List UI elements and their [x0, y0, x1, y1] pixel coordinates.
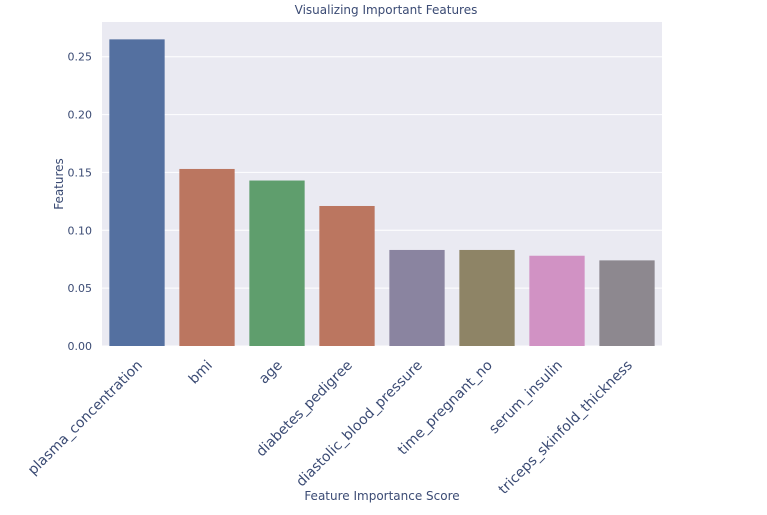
y-axis-label: Features: [52, 158, 66, 210]
x-tick-label: age: [256, 358, 286, 388]
x-axis-label: Feature Importance Score: [304, 489, 459, 503]
x-tick-label: triceps_skinfold_thickness: [496, 358, 636, 498]
y-tick-label: 0.25: [68, 51, 93, 64]
bar-diastolic_blood_pressure: [389, 249, 445, 346]
x-tick-label: plasma_concentration: [25, 358, 146, 479]
y-tick-label: 0.15: [68, 166, 93, 179]
y-tick-label: 0.20: [68, 109, 93, 122]
y-tick-label: 0.05: [68, 282, 93, 295]
x-tick-label: serum_insulin: [486, 358, 566, 438]
x-tick-label: bmi: [186, 358, 216, 388]
chart-title: Visualizing Important Features: [295, 3, 478, 17]
x-axis-ticks: plasma_concentration bmi agediabetes_pedig…: [25, 358, 636, 498]
x-tick-label: diastolic_blood_pressure: [293, 358, 426, 491]
bar-age: [249, 180, 305, 346]
y-axis-ticks: 0.00 0.05 0.10 0.15 0.20 0.25: [68, 51, 93, 353]
bar-serum_insulin: [529, 255, 585, 346]
bar-diabetes_pedigree: [319, 205, 375, 346]
bar-triceps_skinfold_thickness: [599, 260, 655, 346]
bars: [109, 39, 655, 346]
y-tick-label: 0.00: [68, 340, 93, 353]
bar-plasma_concentration: [109, 39, 165, 346]
bar-time_pregnant_no: [459, 249, 515, 346]
bar-bmi: [179, 168, 235, 346]
y-tick-label: 0.10: [68, 224, 93, 237]
